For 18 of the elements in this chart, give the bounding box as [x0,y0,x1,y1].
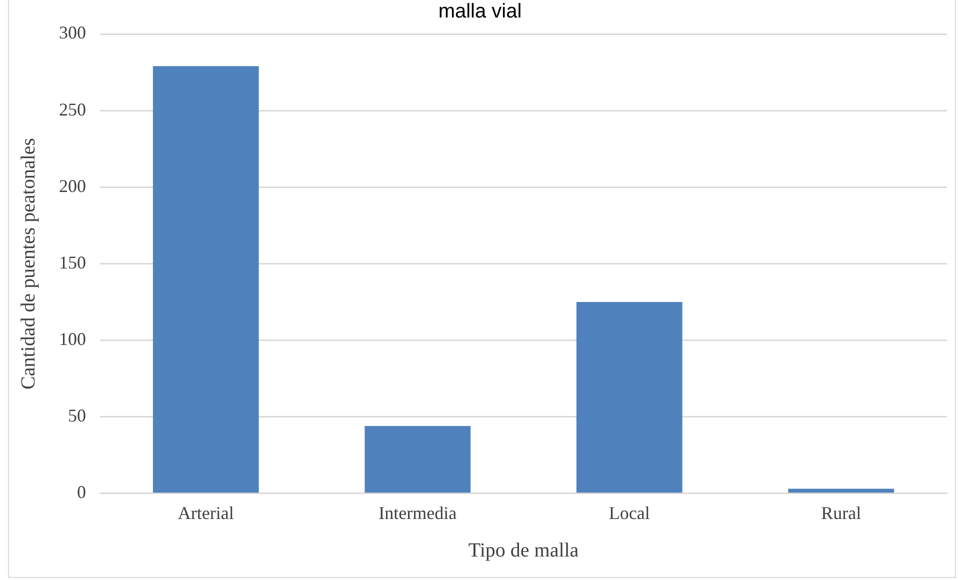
x-tick-label: Arterial [178,502,234,523]
y-axis-title: Cantidad de puentes peatonales [17,138,40,390]
x-tick-label: Rural [821,502,862,523]
x-tick-label: Local [608,502,650,523]
bar [788,488,894,493]
y-tick-label: 200 [59,176,86,196]
bar [576,302,682,493]
y-tick-label: 300 [59,22,86,43]
y-tick-label: 50 [68,406,86,426]
y-tick-label: 250 [59,99,86,120]
x-axis-title: Tipo de malla [468,539,579,562]
y-tick-label: 150 [59,252,86,272]
bar [364,426,471,493]
chart-title: malla vial [438,0,522,23]
bar [152,66,259,493]
y-tick-label: 100 [59,329,86,349]
y-tick-label: 0 [77,482,86,502]
x-tick-label: Intermedia [378,502,457,523]
